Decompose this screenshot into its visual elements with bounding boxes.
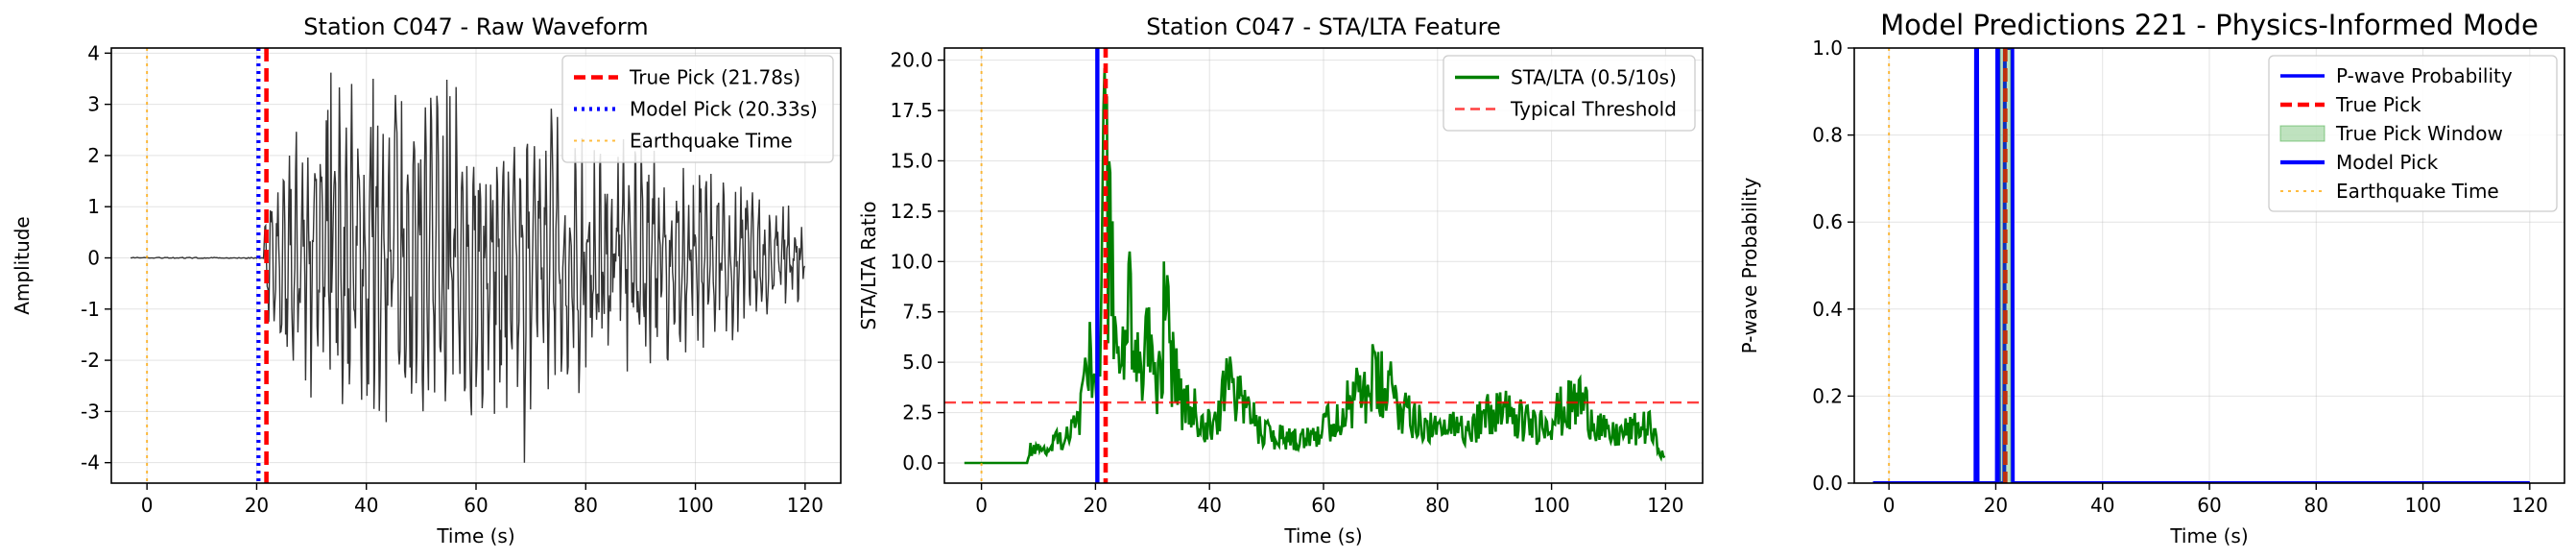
x-tick-label: 100 bbox=[2404, 494, 2441, 517]
y-tick-label: 17.5 bbox=[890, 99, 933, 122]
legend-box bbox=[2268, 55, 2558, 212]
y-tick-label: -2 bbox=[81, 349, 100, 372]
waveform-line bbox=[130, 72, 806, 463]
x-tick-label: 40 bbox=[354, 494, 378, 517]
legend-label: Model Pick (20.33s) bbox=[630, 98, 818, 121]
legend: P-wave Probability True Pick True Pick Win… bbox=[2268, 55, 2558, 212]
y-tick-label: 5.0 bbox=[902, 351, 933, 374]
prediction-panel: 0 20 40 60 80 100 120 0.0 0.2 0.4 0.6 0.8 1.0 Model P… bbox=[1738, 9, 2565, 547]
x-axis-label: Time (s) bbox=[2169, 524, 2248, 547]
y-tick-label: 12.5 bbox=[890, 200, 933, 223]
legend: STA/LTA (0.5/10s) Typical Threshold bbox=[1443, 55, 1696, 132]
legend-label: P-wave Probability bbox=[2336, 64, 2513, 87]
x-tick-label: 120 bbox=[1647, 494, 1683, 517]
x-tick-label: 100 bbox=[1534, 494, 1570, 517]
plot-area bbox=[1872, 48, 2530, 483]
y-tick-label: 7.5 bbox=[902, 301, 933, 324]
legend-box bbox=[561, 55, 834, 163]
legend-swatch bbox=[2279, 125, 2326, 142]
legend-label: STA/LTA (0.5/10s) bbox=[1511, 66, 1677, 89]
x-tick-label: 60 bbox=[1311, 494, 1335, 517]
x-tick-label: 20 bbox=[245, 494, 269, 517]
y-tick-label: -1 bbox=[81, 298, 100, 321]
y-tick-label: -3 bbox=[81, 400, 100, 423]
y-tick-label: 3 bbox=[87, 93, 100, 116]
x-tick-label: 100 bbox=[677, 494, 713, 517]
chart-title: Model Predictions 221 - Physics-Informed… bbox=[1880, 9, 2539, 41]
x-tick-label: 80 bbox=[2304, 494, 2328, 517]
y-tick-label: 2 bbox=[87, 144, 100, 167]
legend-label: Model Pick bbox=[2336, 151, 2439, 174]
y-tick-label: -4 bbox=[81, 451, 100, 474]
y-tick-label: 0 bbox=[87, 247, 100, 270]
y-tick-label: 1.0 bbox=[1812, 36, 1843, 60]
x-tick-label: 0 bbox=[141, 494, 154, 517]
legend: True Pick (21.78s) Model Pick (20.33s) Ear… bbox=[561, 55, 834, 163]
x-tick-label: 40 bbox=[1197, 494, 1221, 517]
y-axis-label: P-wave Probability bbox=[1738, 178, 1761, 354]
x-tick-label: 0 bbox=[1883, 494, 1896, 517]
y-tick-label: 2.5 bbox=[902, 401, 933, 425]
y-tick-label: 15.0 bbox=[890, 149, 933, 172]
y-tick-label: 20.0 bbox=[890, 49, 933, 72]
y-tick-label: 10.0 bbox=[890, 250, 933, 273]
plot-area bbox=[944, 48, 1703, 483]
x-tick-label: 80 bbox=[1425, 494, 1449, 517]
x-tick-label: 0 bbox=[975, 494, 988, 517]
legend-label: True Pick Window bbox=[2335, 122, 2503, 145]
y-axis-label: Amplitude bbox=[11, 216, 34, 315]
legend-label: Earthquake Time bbox=[630, 130, 793, 153]
x-tick-label: 60 bbox=[464, 494, 488, 517]
x-tick-label: 120 bbox=[2512, 494, 2548, 517]
x-axis-label: Time (s) bbox=[436, 524, 514, 547]
x-tick-label: 80 bbox=[574, 494, 598, 517]
x-tick-label: 20 bbox=[1984, 494, 2008, 517]
chart-title: Station C047 - STA/LTA Feature bbox=[1146, 13, 1501, 40]
legend-label: True Pick (21.78s) bbox=[629, 66, 800, 89]
y-tick-label: 0.0 bbox=[902, 451, 933, 474]
true-pick-window bbox=[1999, 48, 2012, 483]
x-tick-label: 20 bbox=[1084, 494, 1108, 517]
legend-label: True Pick bbox=[2335, 93, 2421, 116]
x-tick-label: 120 bbox=[787, 494, 823, 517]
sta-lta-line bbox=[964, 67, 1666, 465]
y-tick-label: 0.0 bbox=[1812, 472, 1843, 495]
chart-title: Station C047 - Raw Waveform bbox=[303, 13, 648, 40]
x-tick-label: 40 bbox=[2090, 494, 2114, 517]
y-tick-label: 1 bbox=[87, 195, 100, 218]
y-axis-label: STA/LTA Ratio bbox=[857, 201, 880, 329]
y-tick-label: 4 bbox=[87, 41, 100, 64]
legend-label: Earthquake Time bbox=[2336, 180, 2499, 203]
sta-lta-panel: 0 20 40 60 80 100 120 0.0 2.5 5.0 7.5 10.0 12.5 15.0 1… bbox=[857, 13, 1704, 547]
x-axis-label: Time (s) bbox=[1283, 524, 1362, 547]
legend-box bbox=[1443, 55, 1696, 132]
y-tick-label: 0.2 bbox=[1812, 384, 1843, 407]
y-tick-label: 0.6 bbox=[1812, 210, 1843, 233]
legend-label: Typical Threshold bbox=[1510, 98, 1677, 121]
waveform-panel: 0 20 40 60 80 100 120 -4 -3 -2 -1 0 1 2 3 4 Station C047… bbox=[11, 13, 842, 547]
y-tick-label: 0.8 bbox=[1812, 124, 1843, 147]
y-tick-label: 0.4 bbox=[1812, 298, 1843, 321]
x-tick-label: 60 bbox=[2197, 494, 2221, 517]
plot-area bbox=[130, 48, 806, 483]
